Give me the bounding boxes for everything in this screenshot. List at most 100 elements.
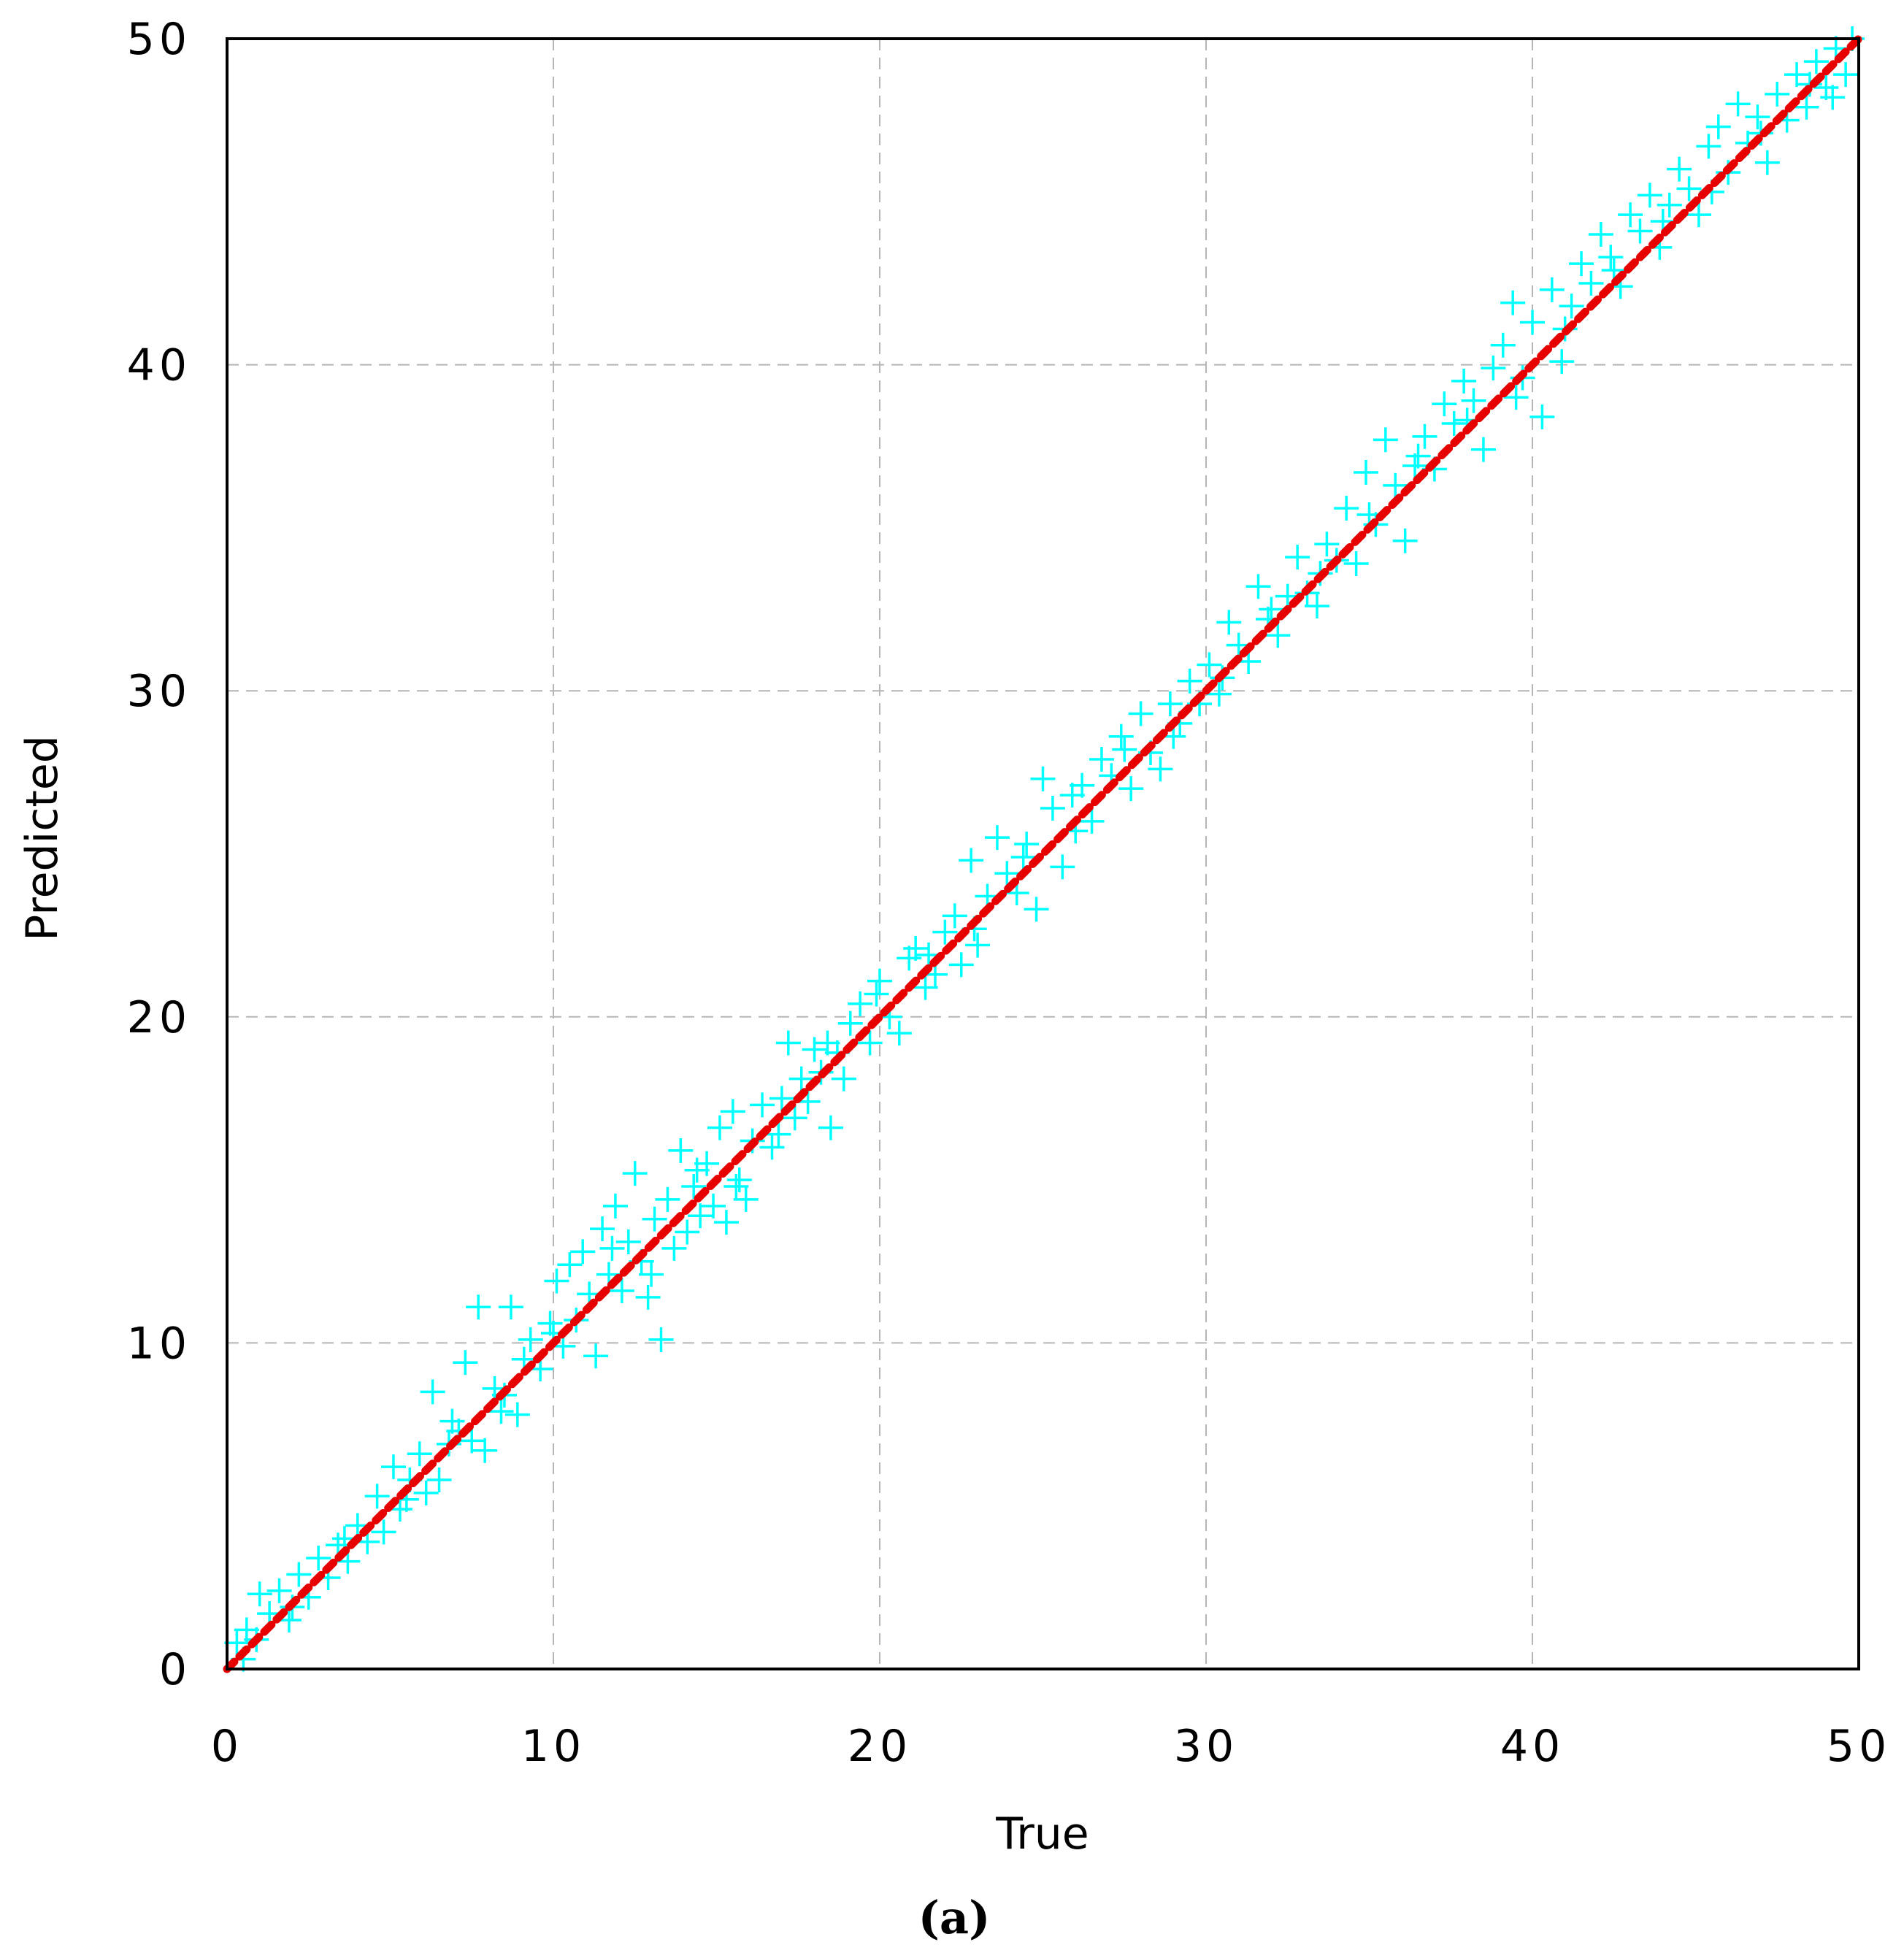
scatter-point-0-181 (1803, 49, 1829, 74)
scatter-point-0-42 (570, 1239, 596, 1265)
scatter-point-0-50 (622, 1161, 648, 1186)
figure-caption: (a) (918, 1891, 991, 1944)
scatter-point-0-115 (1157, 691, 1183, 717)
scatter-point-0-72 (775, 1030, 801, 1056)
y-tick-label-5: 50 (127, 14, 191, 65)
scatter-point-0-89 (913, 975, 938, 1000)
y-axis-title: Predicted (17, 735, 68, 941)
scatter-point-0-184 (1833, 62, 1859, 88)
scatter-point-0-145 (1451, 368, 1477, 394)
scatter-point-0-199 (864, 981, 889, 1007)
y-tick-label-3: 30 (127, 666, 191, 717)
scatter-point-0-3 (247, 1581, 272, 1607)
scatter-point-0-38 (544, 1268, 569, 1294)
scatter-point-0-150 (1500, 290, 1526, 315)
x-tick-labels: 0 10 20 30 40 50 (211, 1721, 1886, 1772)
y-tick-label-2: 20 (127, 992, 191, 1043)
scatter-point-0-124 (1245, 574, 1271, 599)
scatter-point-0-149 (1490, 332, 1516, 358)
scatter-point-0-133 (1334, 496, 1359, 521)
scatter-point-0-148 (1481, 356, 1506, 381)
scatter-point-0-117 (1177, 668, 1202, 694)
scatter-point-0-76 (802, 1037, 827, 1062)
scatter-point-0-27 (459, 1428, 485, 1454)
x-tick-label-3: 30 (1174, 1721, 1238, 1772)
scatter-point-0-32 (498, 1294, 523, 1320)
scatter-point-0-198 (815, 1030, 840, 1056)
scatter-point-0-193 (599, 1235, 625, 1261)
scatter-point-0-175 (1745, 104, 1770, 130)
scatter-point-0-102 (1030, 766, 1056, 791)
scatter-point-0-82 (848, 991, 873, 1016)
scatter-point-0-168 (1676, 176, 1702, 202)
scatter-point-0-56 (661, 1235, 687, 1261)
scatter-point-0-15 (364, 1484, 390, 1509)
scatter-point-0-100 (1014, 832, 1040, 857)
scatter-point-0-137 (1373, 427, 1398, 453)
x-axis-title: True (995, 1808, 1089, 1860)
scatter-point-0-152 (1520, 310, 1545, 335)
y-tick-label-4: 40 (127, 340, 191, 391)
scatter-point-0-157 (1569, 251, 1594, 277)
scatter-point-0-154 (1539, 277, 1565, 302)
scatter-point-0-153 (1529, 404, 1555, 430)
scatter-point-0-107 (1079, 808, 1105, 834)
scatter-point-0-87 (897, 945, 922, 971)
plot-frame (226, 37, 1860, 1670)
scatter-point-0-219 (1820, 85, 1846, 110)
scatter-point-0-59 (681, 1174, 707, 1200)
scatter-point-0-65 (720, 1099, 745, 1124)
x-tick-label-0: 0 (211, 1721, 243, 1772)
scatter-point-0-71 (769, 1086, 794, 1111)
scatter-point-0-63 (707, 1115, 732, 1140)
scatter-point-0-190 (439, 1408, 465, 1434)
scatter-point-0-197 (766, 1121, 791, 1147)
scatter-point-0-49 (615, 1229, 641, 1254)
scatter-point-0-103 (1040, 795, 1065, 821)
scatter-point-0-210 (1405, 443, 1431, 469)
scatter-point-0-29 (472, 1438, 498, 1463)
scatter-point-0-134 (1343, 551, 1369, 577)
scatter-point-0-138 (1383, 472, 1408, 498)
scatter-point-0-62 (701, 1193, 726, 1219)
scatter-point-0-1 (234, 1617, 259, 1643)
scatter-point-0-173 (1725, 91, 1751, 117)
scatter-point-0-64 (713, 1210, 739, 1235)
scatter-point-0-74 (788, 1066, 814, 1091)
scatter-point-0-93 (948, 952, 974, 978)
scatter-point-0-135 (1354, 459, 1379, 485)
scatter-point-0-104 (1050, 854, 1075, 880)
scatter-point-0-91 (932, 919, 958, 945)
scatter-point-0-61 (694, 1151, 720, 1176)
scatter-point-0-182 (1813, 74, 1839, 100)
scatter-point-0-44 (583, 1343, 609, 1369)
scatter-point-0-163 (1627, 218, 1653, 244)
scatter-point-0-86 (886, 1021, 912, 1046)
scatter-point-0-106 (1070, 772, 1095, 798)
scatter-point-0-170 (1696, 134, 1721, 159)
scatter-point-0-143 (1432, 391, 1457, 417)
scatter-point-0-66 (726, 1167, 752, 1193)
scatter-point-0-33 (504, 1402, 530, 1427)
scatter-point-0-169 (1686, 202, 1711, 228)
y-tick-label-1: 10 (127, 1318, 191, 1369)
scatter-point-0-176 (1754, 150, 1780, 175)
scatter-point-0-166 (1657, 192, 1682, 218)
scatter-point-0-97 (984, 825, 1010, 851)
scatter-point-0-28 (466, 1294, 491, 1320)
scatter-point-0-167 (1667, 156, 1692, 182)
scatter-point-0-131 (1314, 532, 1340, 557)
scatter-point-0-191 (488, 1399, 514, 1424)
scatter-point-0-119 (1197, 652, 1222, 678)
scatter-point-0-16 (371, 1519, 396, 1545)
x-tick-label-4: 40 (1500, 1721, 1565, 1772)
scatter-point-0-112 (1128, 701, 1153, 726)
scatter-point-0-120 (1206, 681, 1232, 707)
scatter-point-0-139 (1392, 528, 1418, 553)
scatter-point-0-37 (537, 1311, 563, 1336)
scatter-point-0-57 (668, 1137, 694, 1163)
scatter-point-0-177 (1765, 81, 1790, 107)
scatter-point-0-60 (688, 1203, 713, 1229)
